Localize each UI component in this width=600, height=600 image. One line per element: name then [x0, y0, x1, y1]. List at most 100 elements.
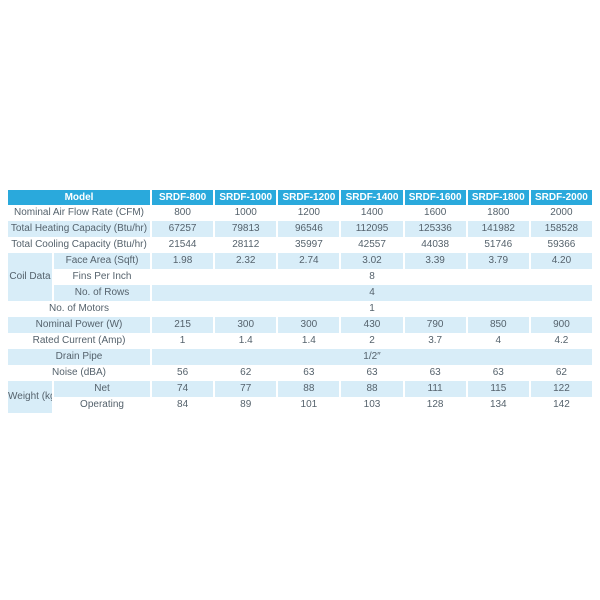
row-no-of-rows: No. of Rows 4 — [7, 285, 594, 301]
value-cell: 101 — [276, 397, 342, 413]
value-cell: 1400 — [339, 205, 405, 221]
value-cell: 96546 — [276, 221, 342, 237]
value-cell: 3.39 — [402, 253, 468, 269]
row-sublabel: No. of Rows — [51, 285, 153, 301]
value-cell: 89 — [213, 397, 279, 413]
value-cell: 79813 — [213, 221, 279, 237]
value-cell: 1200 — [276, 205, 342, 221]
merged-value-cell: 8 — [150, 269, 594, 285]
row-heating-capacity: Total Heating Capacity (Btu/hr) 67257 79… — [5, 221, 595, 237]
group-label-weight-kg: Weight (kg) — [6, 381, 54, 413]
row-label: Total Heating Capacity (Btu/hr) — [5, 221, 153, 237]
value-cell: 1.4 — [213, 333, 279, 349]
value-cell: 63 — [402, 365, 468, 381]
value-cell: 42557 — [339, 237, 405, 253]
value-cell: 300 — [213, 317, 279, 333]
value-cell: 2 — [339, 333, 405, 349]
value-cell: 62 — [528, 365, 595, 381]
value-cell: 63 — [339, 365, 405, 381]
row-label: No. of Motors — [5, 301, 153, 317]
value-cell: 2000 — [528, 205, 595, 221]
value-cell: 2.32 — [213, 253, 279, 269]
value-cell: 84 — [150, 397, 216, 413]
value-cell: 3.7 — [402, 333, 468, 349]
value-cell: 141982 — [465, 221, 531, 237]
row-weight-operating: Operating 84 89 101 103 128 134 142 — [7, 397, 595, 413]
value-cell: 134 — [465, 397, 531, 413]
model-header-cell: Model — [5, 190, 153, 205]
value-cell: 3.79 — [465, 253, 531, 269]
row-nominal-power: Nominal Power (W) 215 300 300 430 790 85… — [5, 317, 595, 333]
value-cell: 158528 — [528, 221, 595, 237]
row-no-of-motors: No. of Motors 1 — [5, 301, 594, 317]
value-cell: 800 — [150, 205, 216, 221]
value-cell: 4.2 — [528, 333, 595, 349]
value-cell: 215 — [150, 317, 216, 333]
row-sublabel: Operating — [51, 397, 153, 413]
value-cell: 3.02 — [339, 253, 405, 269]
value-cell: 125336 — [402, 221, 468, 237]
value-cell: 300 — [276, 317, 342, 333]
value-cell: 59366 — [528, 237, 595, 253]
column-header-srdf-1400: SRDF-1400 — [339, 190, 405, 205]
row-cooling-capacity: Total Cooling Capacity (Btu/hr) 21544 28… — [5, 237, 595, 253]
value-cell: 1.98 — [150, 253, 216, 269]
column-header-srdf-1800: SRDF-1800 — [465, 190, 531, 205]
value-cell: 56 — [150, 365, 216, 381]
merged-value-cell: 1 — [150, 301, 594, 317]
value-cell: 900 — [528, 317, 595, 333]
row-weight-net: Weight (kg) Net 74 77 88 88 111 115 122 — [6, 381, 595, 413]
value-cell: 103 — [339, 397, 405, 413]
row-fins-per-inch: Fins Per Inch 8 — [7, 269, 594, 285]
value-cell: 51746 — [465, 237, 531, 253]
row-noise: Noise (dBA) 56 62 63 63 63 63 62 — [5, 365, 595, 381]
value-cell: 112095 — [339, 221, 405, 237]
merged-value-cell: 4 — [150, 285, 594, 301]
value-cell: 111 — [402, 381, 468, 397]
row-air-flow: Nominal Air Flow Rate (CFM) 800 1000 120… — [5, 205, 595, 221]
merged-value-cell: 1/2″ — [150, 349, 594, 365]
value-cell: 128 — [402, 397, 468, 413]
column-header-srdf-1200: SRDF-1200 — [276, 190, 342, 205]
value-cell: 1 — [150, 333, 216, 349]
row-label: Total Cooling Capacity (Btu/hr) — [5, 237, 153, 253]
row-sublabel: Face Area (Sqft) — [51, 253, 153, 269]
value-cell: 62 — [213, 365, 279, 381]
value-cell: 77 — [213, 381, 279, 397]
value-cell: 63 — [276, 365, 342, 381]
value-cell: 88 — [339, 381, 405, 397]
value-cell: 63 — [465, 365, 531, 381]
row-sublabel: Fins Per Inch — [51, 269, 153, 285]
value-cell: 67257 — [150, 221, 216, 237]
value-cell: 74 — [150, 381, 216, 397]
spec-table: Model SRDF-800 SRDF-1000 SRDF-1200 SRDF-… — [5, 190, 595, 413]
row-sublabel: Net — [51, 381, 153, 397]
row-label: Drain Pipe — [5, 349, 153, 365]
value-cell: 2.74 — [276, 253, 342, 269]
row-label: Nominal Air Flow Rate (CFM) — [5, 205, 153, 221]
value-cell: 28112 — [213, 237, 279, 253]
row-drain-pipe: Drain Pipe 1/2″ — [5, 349, 594, 365]
value-cell: 44038 — [402, 237, 468, 253]
value-cell: 1000 — [213, 205, 279, 221]
row-rated-current: Rated Current (Amp) 1 1.4 1.4 2 3.7 4 4.… — [5, 333, 595, 349]
value-cell: 142 — [528, 397, 595, 413]
value-cell: 1600 — [402, 205, 468, 221]
group-label-coil-data: Coil Data — [6, 253, 54, 301]
value-cell: 88 — [276, 381, 342, 397]
value-cell: 115 — [465, 381, 531, 397]
value-cell: 850 — [465, 317, 531, 333]
column-header-srdf-1000: SRDF-1000 — [213, 190, 279, 205]
header-row: Model SRDF-800 SRDF-1000 SRDF-1200 SRDF-… — [5, 190, 595, 205]
value-cell: 790 — [402, 317, 468, 333]
value-cell: 122 — [528, 381, 595, 397]
value-cell: 4.20 — [528, 253, 595, 269]
column-header-srdf-800: SRDF-800 — [150, 190, 216, 205]
value-cell: 35997 — [276, 237, 342, 253]
row-label: Noise (dBA) — [5, 365, 153, 381]
value-cell: 430 — [339, 317, 405, 333]
column-header-srdf-2000: SRDF-2000 — [528, 190, 595, 205]
value-cell: 1.4 — [276, 333, 342, 349]
row-label: Nominal Power (W) — [5, 317, 153, 333]
